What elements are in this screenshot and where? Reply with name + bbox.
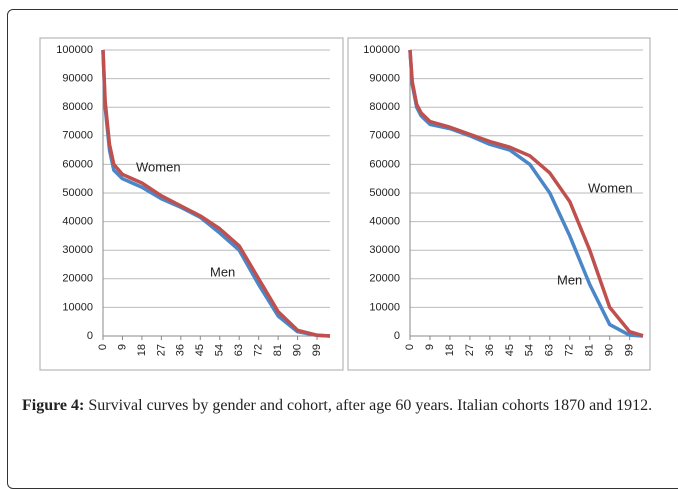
x-tick-label: 18 [136, 344, 148, 356]
y-tick-label: 30000 [369, 244, 400, 256]
y-tick-label: 100000 [56, 44, 93, 56]
caption: Figure 4: Survival curves by gender and … [22, 392, 670, 419]
x-tick-label: 81 [584, 344, 596, 356]
y-tick-label: 60000 [369, 158, 400, 170]
x-tick-label: 90 [604, 344, 616, 356]
series-label: Men [557, 272, 582, 287]
x-tick-label: 0 [404, 344, 416, 350]
x-tick-label: 36 [175, 344, 187, 356]
line-series [408, 49, 644, 338]
y-tick-label: 100000 [363, 44, 400, 56]
caption-text: Survival curves by gender and cohort, af… [88, 397, 653, 414]
y-tick-label: 40000 [369, 216, 400, 228]
series-label: Men [210, 264, 235, 279]
y-tick-label: 30000 [62, 244, 93, 256]
x-tick-label: 99 [311, 344, 323, 356]
charts: 0 10000 20000 30000 40000 50000 60000 70000 8000… [39, 37, 651, 371]
x-tick-label: 63 [233, 344, 245, 356]
x-tick-label: 90 [291, 344, 303, 356]
y-tick-label: 90000 [62, 73, 93, 85]
chart-frame [347, 37, 651, 371]
caption-label: Figure 4: [22, 397, 85, 414]
x-tick-label: 81 [272, 344, 284, 356]
x-tick-label: 9 [424, 344, 436, 350]
y-tick-label: 40000 [62, 216, 93, 228]
y-tick-label: 50000 [369, 187, 400, 199]
y-tick-label: 0 [394, 330, 400, 342]
y-tick-label: 20000 [369, 273, 400, 285]
y-tick-label: 70000 [62, 130, 93, 142]
y-tick-label: 10000 [369, 301, 400, 313]
series-label: Women [588, 180, 633, 195]
x-tick-label: 99 [624, 344, 636, 356]
x-tick-label: 0 [97, 344, 109, 350]
x-tick-label: 54 [524, 344, 536, 356]
x-tick-label: 27 [464, 344, 476, 356]
x-tick-label: 54 [214, 344, 226, 356]
y-tick-label: 60000 [62, 158, 93, 170]
x-tick-label: 72 [253, 344, 265, 356]
series-label: Women [136, 159, 181, 174]
x-tick-label: 63 [544, 344, 556, 356]
y-tick-label: 20000 [62, 273, 93, 285]
x-tick-label: 36 [484, 344, 496, 356]
y-tick-label: 70000 [369, 130, 400, 142]
line-series [101, 49, 331, 338]
x-tick-label: 45 [194, 344, 206, 356]
y-tick-label: 80000 [62, 101, 93, 113]
chart-frame [39, 37, 344, 371]
x-tick-label: 72 [564, 344, 576, 356]
y-tick-label: 10000 [62, 301, 93, 313]
y-tick-label: 80000 [369, 101, 400, 113]
x-tick-label: 18 [444, 344, 456, 356]
y-tick-label: 0 [87, 330, 93, 342]
x-tick-label: 27 [155, 344, 167, 356]
x-tick-label: 45 [504, 344, 516, 356]
y-tick-label: 50000 [62, 187, 93, 199]
x-tick-label: 9 [116, 344, 128, 350]
y-tick-label: 90000 [369, 73, 400, 85]
